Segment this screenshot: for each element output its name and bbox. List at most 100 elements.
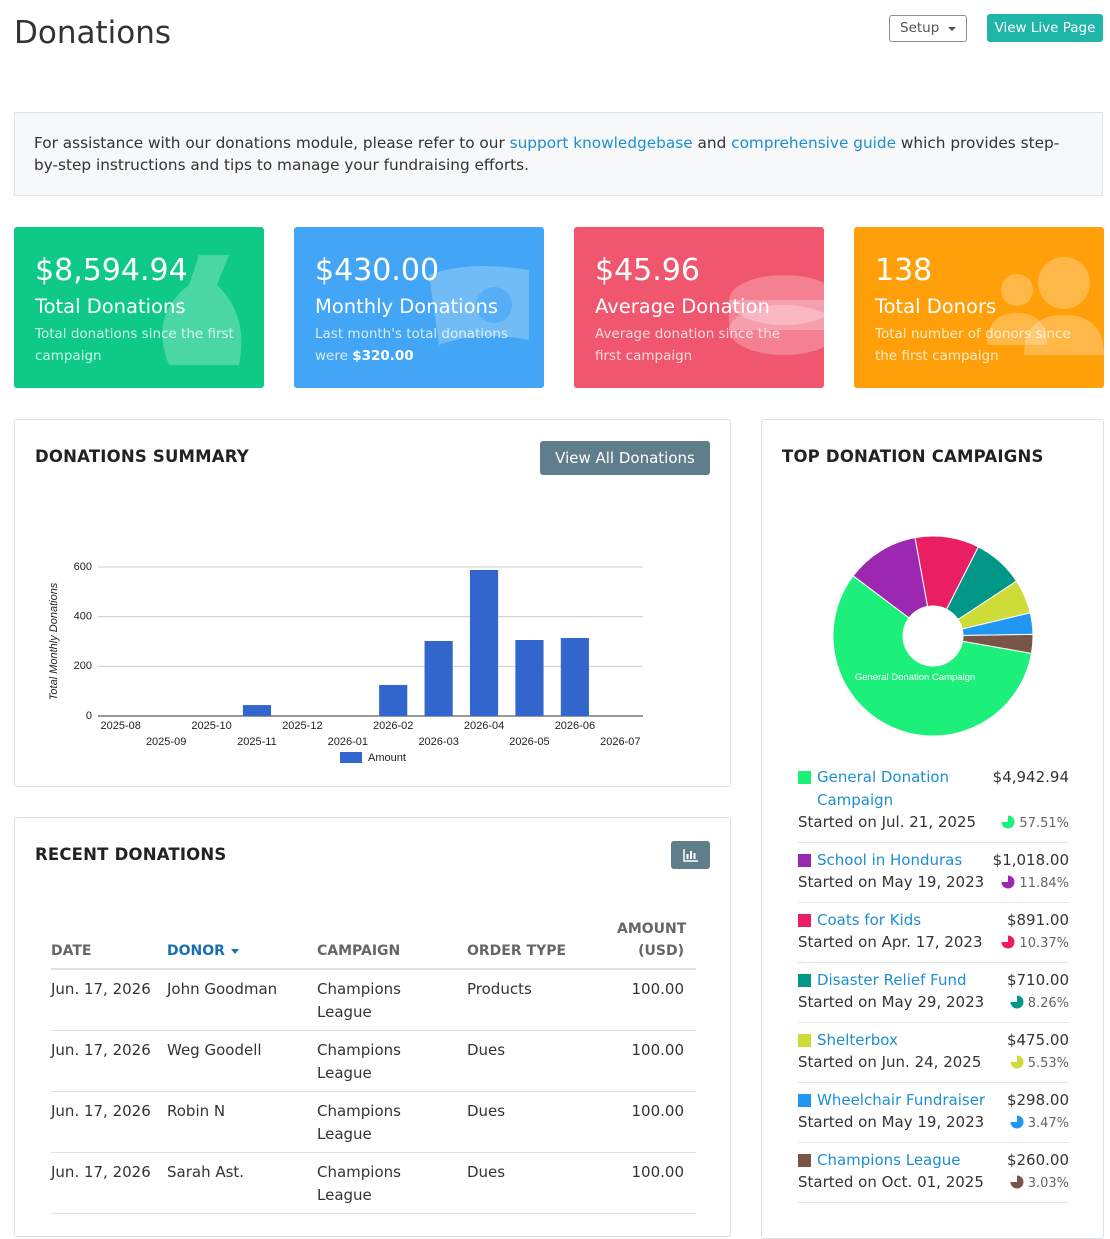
stat-card: $45.96 Average Donation Average donation s… — [574, 227, 824, 388]
stat-value: $45.96 — [595, 253, 700, 288]
percent-label: 8.26% — [1027, 995, 1069, 1011]
x-tick-label: 2025-08 — [101, 720, 141, 732]
bar — [469, 569, 499, 716]
percent-icon — [1001, 875, 1015, 888]
stat-card: $430.00 Monthly Donations Last month's tot… — [294, 227, 544, 388]
setup-button[interactable]: Setup — [889, 15, 967, 42]
percent-label: 3.47% — [1027, 1115, 1069, 1131]
notice-text: which provides step-by-step instructions… — [34, 134, 1060, 174]
column-header: ORDER TYPE — [467, 918, 617, 970]
table-cell: Champions League — [317, 1030, 467, 1092]
table-cell: 100.00 — [617, 1152, 696, 1214]
card-icon — [429, 266, 529, 345]
campaign-name[interactable]: General Donation Campaign — [798, 766, 993, 811]
notice: For assistance with our donations module… — [14, 112, 1103, 196]
column-header: DATE — [51, 918, 167, 970]
table-cell: Products — [467, 969, 617, 1031]
campaign-link[interactable]: Champions League — [817, 1150, 961, 1169]
description-strong: $320.00 — [352, 348, 414, 364]
bar — [379, 684, 408, 716]
table-cell: Champions League — [317, 1152, 467, 1214]
chart-button[interactable] — [671, 841, 710, 869]
campaign-percent: 10.37% — [1001, 934, 1069, 954]
x-tick-label: 2026-03 — [418, 736, 458, 748]
campaign-link[interactable]: Coats for Kids — [817, 910, 922, 929]
table-cell: Weg Goodell — [167, 1030, 317, 1092]
campaign-name[interactable]: School in Honduras — [798, 849, 993, 872]
campaign-name[interactable]: Champions League — [798, 1149, 999, 1172]
table-cell: Jun. 17, 2026 — [51, 969, 167, 1031]
table-cell: Dues — [467, 1091, 617, 1153]
campaign-list: General Donation Campaign $4,942.94 Starte… — [798, 766, 1069, 1203]
bar — [515, 640, 544, 716]
campaign-started: Started on Oct. 01, 2025 — [798, 1173, 984, 1191]
pie-slice — [832, 575, 1033, 737]
campaign-percent: 8.26% — [1007, 994, 1069, 1014]
column-header[interactable]: DONOR — [167, 918, 317, 970]
table-cell: Sarah Ast. — [167, 1152, 317, 1214]
stat-label: Total Donors — [875, 295, 997, 318]
knowledgebase-link[interactable]: support knowledgebase — [509, 134, 693, 152]
view-live-button[interactable]: View Live Page — [987, 14, 1103, 42]
page-title: Donations — [14, 15, 172, 51]
table-cell: Dues — [467, 1030, 617, 1092]
campaign-swatch — [798, 1033, 811, 1047]
recent-panel: RECENT DONATIONS DATE DONOR CAMPAIGN ORDER … — [14, 817, 731, 1237]
campaign-link[interactable]: Wheelchair Fundraiser — [817, 1090, 986, 1109]
bar — [424, 641, 453, 716]
campaign-link[interactable]: Disaster Relief Fund — [817, 970, 967, 989]
page-body: Donations Setup View Live Page For assis… — [14, 14, 1104, 1239]
campaign-name[interactable]: Coats for Kids — [798, 909, 999, 932]
table-row: Jun. 17, 2026 Sarah Ast. Champions League D… — [51, 1152, 696, 1214]
description-text: Average donation since the first campaig… — [595, 326, 781, 364]
column-header-text: DONOR — [167, 943, 225, 959]
y-tick-label: 600 — [74, 561, 92, 573]
view-all-button[interactable]: View All Donations — [540, 441, 710, 475]
table-row: Jun. 17, 2026 Weg Goodell Champions League… — [51, 1030, 696, 1092]
campaign-name[interactable]: Disaster Relief Fund — [798, 969, 999, 992]
campaign-swatch — [798, 973, 811, 987]
stat-label: Average Donation — [595, 295, 770, 318]
description-text: Total donations since the first campaign — [35, 326, 234, 364]
description-text: Last month's total donations were — [315, 326, 508, 364]
card-icon — [987, 257, 1104, 355]
legend-swatch — [340, 752, 362, 763]
campaign-percent: 57.51% — [993, 814, 1069, 834]
icon-cut — [1001, 815, 1009, 822]
campaigns-panel: TOP DONATION CAMPAIGNS General Donation … — [761, 419, 1104, 1239]
campaign-percent: 11.84% — [993, 874, 1069, 894]
campaign-started: Started on Apr. 17, 2023 — [798, 933, 983, 951]
campaign-link[interactable]: School in Honduras — [817, 850, 963, 869]
y-tick-label: 400 — [74, 611, 92, 623]
table-row: Jun. 17, 2026 John Goodman Champions Leagu… — [51, 969, 696, 1031]
campaign-amount: $710.00 — [1006, 970, 1069, 989]
x-tick-label: 2026-04 — [464, 720, 504, 732]
y-tick-label: 200 — [74, 660, 92, 672]
percent-icon — [1010, 1055, 1024, 1068]
campaign-link[interactable]: General Donation Campaign — [817, 768, 950, 809]
caret — [948, 27, 956, 31]
notice-text: and — [697, 134, 727, 152]
table-cell: Jun. 17, 2026 — [51, 1030, 167, 1092]
stat-description: Average donation since the first campaig… — [595, 323, 803, 367]
column-header: CAMPAIGN — [317, 918, 467, 970]
percent-label: 11.84% — [1019, 875, 1069, 891]
icon-cut — [1010, 1055, 1017, 1062]
panel-title: DONATIONS SUMMARY — [35, 447, 249, 466]
campaign-name[interactable]: Wheelchair Fundraiser — [798, 1089, 999, 1112]
campaign-swatch — [798, 1153, 811, 1167]
campaign-started: Started on May 29, 2023 — [798, 993, 985, 1011]
percent-icon — [1001, 815, 1015, 828]
campaign-link[interactable]: Shelterbox — [817, 1030, 898, 1049]
x-tick-label: 2025-10 — [191, 720, 231, 732]
x-tick-label: 2026-01 — [328, 736, 368, 748]
legend-label: Amount — [368, 752, 406, 764]
description-text: Total number of donors since the first c… — [875, 326, 1071, 364]
stat-description: Last month's total donations were $320.0… — [315, 323, 523, 367]
guide-link[interactable]: comprehensive guide — [731, 134, 897, 152]
chart-icon — [683, 849, 698, 862]
campaign-item: Disaster Relief Fund $710.00 Started on Ma… — [798, 963, 1069, 1023]
campaign-swatch — [798, 853, 811, 867]
campaign-name[interactable]: Shelterbox — [798, 1029, 999, 1052]
pie-chart: General Donation Campaign — [832, 535, 1034, 737]
